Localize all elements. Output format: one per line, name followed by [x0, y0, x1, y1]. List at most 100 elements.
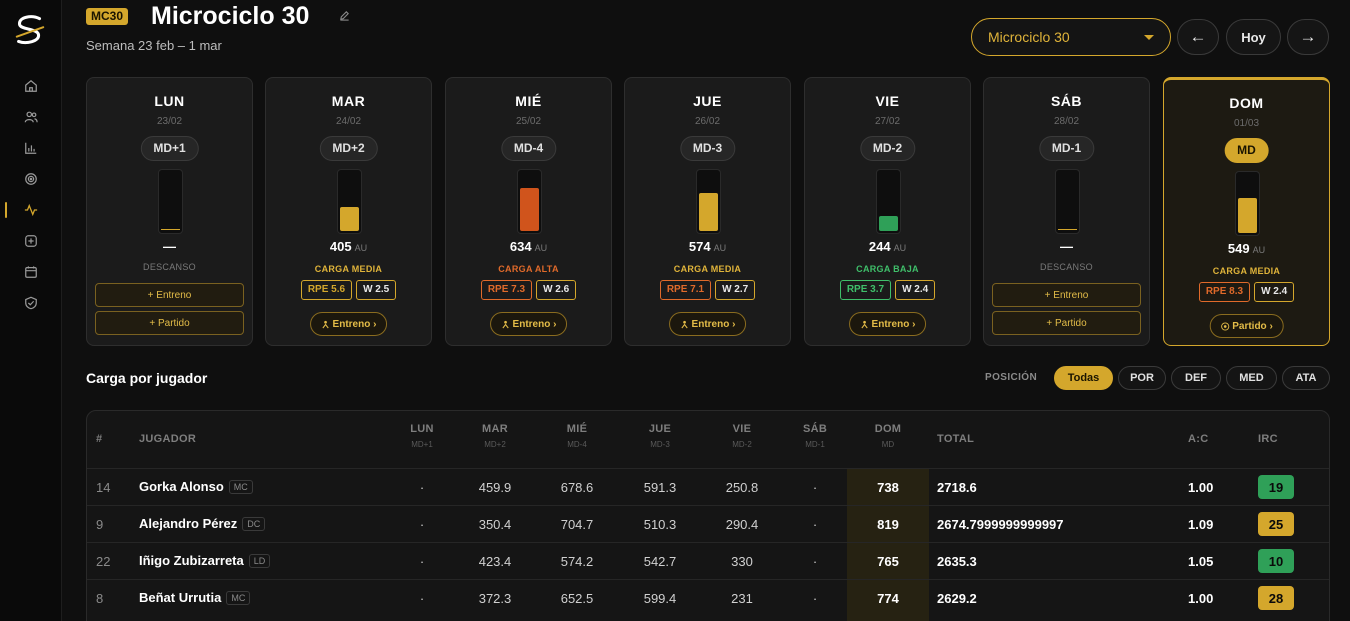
bar-chart-icon — [25, 142, 37, 154]
player-name: Beñat Urrutia — [139, 590, 222, 605]
player-name: Iñigo Zubizarreta — [139, 553, 244, 568]
load-level: CARGA BAJA — [856, 264, 919, 274]
edit-icon[interactable] — [339, 10, 350, 21]
day-card[interactable]: MAR 24/02 MD+2 405 AU CARGA MEDIA RPE 5.6 W 2.5… — [265, 77, 432, 346]
col-header-day[interactable]: SÁB MD-1 — [785, 423, 845, 449]
rest-label: DESCANSO — [143, 262, 196, 272]
session-label: Entreno › — [512, 318, 557, 330]
total-load-cell: 2674.7999999999997 — [937, 517, 1064, 532]
col-header-day[interactable]: DOM MD — [858, 423, 918, 449]
prev-week-button[interactable]: ← — [1177, 19, 1219, 55]
col-header-day[interactable]: VIE MD-2 — [712, 423, 772, 449]
table-row[interactable]: 8 Beñat Urrutia MC · 372.3 652.5 599.4 231 · 774 2… — [87, 579, 1329, 616]
col-header-day-md: MD-4 — [567, 440, 587, 449]
day-card[interactable]: MIÉ 25/02 MD-4 634 AU CARGA ALTA RPE 7.3 W 2.6 E… — [445, 77, 612, 346]
match-day-chip: MD+1 — [140, 136, 199, 161]
total-load-cell: 2629.2 — [937, 591, 977, 606]
player-name-cell[interactable]: Iñigo Zubizarreta LD — [139, 553, 271, 568]
wellness-tag: W 2.7 — [715, 280, 756, 300]
nav-stats[interactable] — [0, 133, 62, 163]
load-bar — [1055, 169, 1080, 234]
day-card[interactable]: SÁB 28/02 MD-1 — DESCANSO + Entreno + Partido — [983, 77, 1150, 346]
wellness-tag: W 2.4 — [1254, 282, 1295, 302]
day-load-cell: · — [812, 591, 818, 606]
nav-load[interactable] — [0, 195, 62, 225]
day-load-cell: · — [812, 517, 818, 532]
load-bar — [517, 169, 542, 234]
add-training-button[interactable]: + Entreno — [992, 283, 1141, 307]
col-header-day-name: DOM — [874, 423, 902, 435]
logo-icon[interactable] — [11, 12, 49, 50]
total-load-cell: 2635.3 — [937, 554, 977, 569]
load-value: — — [984, 239, 1149, 254]
load-value: 549 AU — [1164, 241, 1329, 256]
filter-por[interactable]: POR — [1118, 366, 1166, 390]
day-load-cell: 290.4 — [725, 517, 759, 532]
day-load-cell: 704.7 — [560, 517, 594, 532]
nav-objectives[interactable] — [0, 164, 62, 194]
nav-players[interactable] — [0, 102, 62, 132]
add-training-button[interactable]: + Entreno — [95, 283, 244, 307]
session-label: Entreno › — [691, 318, 736, 330]
table-row[interactable]: 22 Iñigo Zubizarreta LD · 423.4 574.2 542.7 330… — [87, 542, 1329, 579]
filter-ata[interactable]: ATA — [1282, 366, 1330, 390]
add-match-button[interactable]: + Partido — [95, 311, 244, 335]
load-bar — [337, 169, 362, 234]
col-header-ac[interactable]: A:C — [1188, 433, 1209, 445]
col-header-day[interactable]: MAR MD+2 — [465, 423, 525, 449]
col-header-player[interactable]: JUGADOR — [139, 433, 197, 445]
day-load-cell: 231 — [731, 591, 753, 606]
filter-med[interactable]: MED — [1226, 366, 1277, 390]
player-name-cell[interactable]: Gorka Alonso MC — [139, 479, 253, 494]
col-header-day[interactable]: LUN MD+1 — [392, 423, 452, 449]
match-day-load-cell: 765 — [877, 554, 899, 569]
load-level: CARGA MEDIA — [314, 264, 383, 274]
filter-def[interactable]: DEF — [1171, 366, 1221, 390]
day-card[interactable]: LUN 23/02 MD+1 — DESCANSO + Entreno + Partido — [86, 77, 253, 346]
microcycle-select[interactable]: Microciclo 30 — [971, 18, 1171, 56]
load-bar — [158, 169, 183, 234]
add-match-button[interactable]: + Partido — [992, 311, 1141, 335]
target-icon — [25, 173, 37, 185]
day-load-cell: · — [419, 554, 425, 569]
day-date: 26/02 — [694, 116, 721, 127]
load-bar-fill — [340, 207, 359, 231]
player-position-tag: DC — [242, 516, 266, 531]
load-value: 244 AU — [805, 239, 970, 254]
load-value: 574 AU — [625, 239, 790, 254]
day-card[interactable]: DOM 01/03 MD 549 AU CARGA MEDIA RPE 8.3 W 2.4 Pa… — [1163, 77, 1330, 346]
home-icon — [25, 79, 37, 92]
col-header-day[interactable]: JUE MD-3 — [630, 423, 690, 449]
day-card[interactable]: VIE 27/02 MD-2 244 AU CARGA BAJA RPE 3.7 W 2.4 E… — [804, 77, 971, 346]
nav-security[interactable] — [0, 288, 62, 318]
open-session-button[interactable]: Entreno › — [489, 312, 568, 336]
today-button[interactable]: Hoy — [1226, 19, 1281, 55]
nav-add[interactable] — [0, 226, 62, 256]
col-header-day[interactable]: MIÉ MD-4 — [547, 423, 607, 449]
day-card[interactable]: JUE 26/02 MD-3 574 AU CARGA MEDIA RPE 7.1 W 2.7… — [624, 77, 791, 346]
open-session-button[interactable]: Entreno › — [848, 312, 927, 336]
match-day-column-highlight — [847, 468, 929, 621]
ac-ratio-cell: 1.00 — [1188, 591, 1214, 606]
col-header-day-md: MD-2 — [732, 440, 752, 449]
next-week-button[interactable]: → — [1287, 19, 1329, 55]
open-session-button[interactable]: Entreno › — [668, 312, 747, 336]
load-number: 574 — [688, 239, 711, 254]
filter-all[interactable]: Todas — [1054, 366, 1113, 390]
plus-square-icon — [25, 235, 37, 247]
player-name-cell[interactable]: Beñat Urrutia MC — [139, 590, 251, 605]
table-row[interactable]: 9 Alejandro Pérez DC · 350.4 704.7 510.3 290.4 ·… — [87, 505, 1329, 542]
col-header-total[interactable]: TOTAL — [937, 433, 975, 445]
load-bar-fill — [699, 193, 718, 231]
col-header-day-name: JUE — [648, 423, 672, 435]
table-row[interactable]: 14 Gorka Alonso MC · 459.9 678.6 591.3 250.8 · 73… — [87, 468, 1329, 505]
nav-calendar[interactable] — [0, 257, 62, 287]
nav-home[interactable] — [0, 71, 62, 101]
player-name-cell[interactable]: Alejandro Pérez DC — [139, 516, 266, 531]
load-unit: AU — [354, 243, 368, 253]
open-session-button[interactable]: Partido › — [1209, 314, 1284, 338]
day-name: DOM — [1229, 95, 1264, 111]
col-header-day-name: MIÉ — [566, 423, 588, 435]
col-header-irc[interactable]: IRC — [1258, 433, 1278, 445]
open-session-button[interactable]: Entreno › — [309, 312, 388, 336]
